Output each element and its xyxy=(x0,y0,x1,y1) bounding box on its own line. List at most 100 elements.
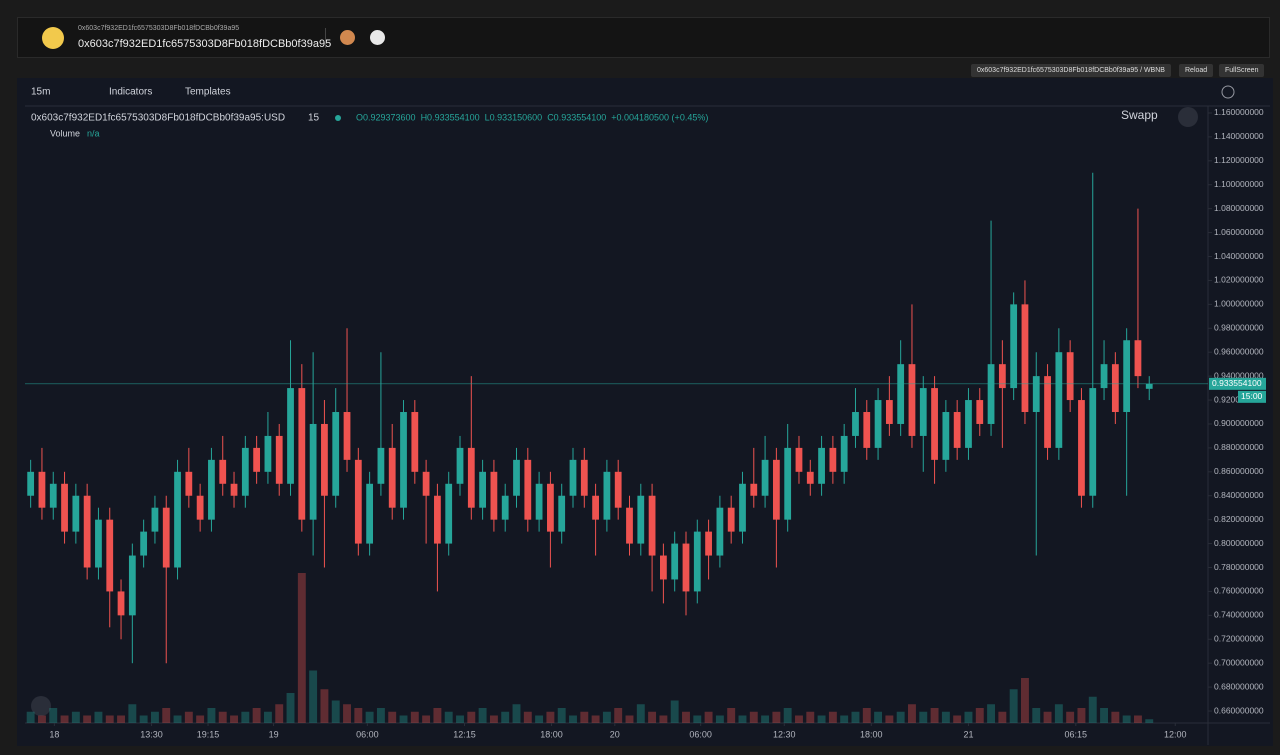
volume-bar xyxy=(354,708,363,723)
last-price-label: 0.933554100 xyxy=(1212,378,1262,388)
candle-body xyxy=(140,531,148,556)
volume-bar xyxy=(105,715,114,723)
volume-bar xyxy=(410,711,419,723)
candle-body xyxy=(422,471,430,496)
volume-bar xyxy=(523,711,532,723)
y-tick-label: 0.880000000 xyxy=(1214,442,1264,452)
candle-body xyxy=(366,483,374,544)
candle-body xyxy=(1089,388,1097,496)
pancake-icon[interactable] xyxy=(340,30,355,45)
candle-body xyxy=(1134,340,1142,377)
settings-icon[interactable] xyxy=(1221,85,1235,99)
chart: 15m Indicators Templates 0x603c7f932ED1f… xyxy=(17,78,1273,746)
volume-bar xyxy=(862,708,871,723)
y-tick-label: 0.980000000 xyxy=(1214,323,1264,333)
volume-bar xyxy=(941,711,950,723)
volume-bar xyxy=(908,704,916,723)
candle-body xyxy=(614,471,622,508)
volume-bar xyxy=(772,711,781,723)
reload-button[interactable]: Reload xyxy=(1179,64,1214,77)
volume-bar xyxy=(1066,711,1075,723)
symbol-interval: 15 xyxy=(308,113,320,124)
x-tick-label: 18:00 xyxy=(860,729,883,739)
address[interactable]: 0x603c7f932ED1fc6575303D8Fb018fDCBb0f39a… xyxy=(78,38,332,50)
fullscreen-button[interactable]: FullScreen xyxy=(1219,64,1265,77)
candle-body xyxy=(275,435,283,484)
candle-body xyxy=(648,495,656,556)
volume-bar xyxy=(399,715,408,723)
volume-bar xyxy=(557,708,566,723)
volume-bar xyxy=(184,711,193,723)
candle-body xyxy=(343,412,351,460)
candle-body xyxy=(321,423,328,496)
volume-bar xyxy=(489,715,498,723)
volume-bar xyxy=(128,704,137,723)
candle-body xyxy=(965,400,972,448)
y-tick-label: 0.900000000 xyxy=(1214,418,1264,428)
indicators-button[interactable]: Indicators xyxy=(109,87,152,98)
ohlc-value: O0.929373600 xyxy=(356,112,416,122)
volume-bar xyxy=(636,704,645,723)
candle-body xyxy=(535,483,543,520)
volume-bar xyxy=(433,708,442,723)
volume-bar xyxy=(275,704,284,723)
candle-body xyxy=(490,471,498,520)
volume-bar xyxy=(1111,711,1120,723)
volume-bar xyxy=(444,711,453,723)
dex-icon[interactable] xyxy=(370,30,385,45)
volume-bar xyxy=(26,711,35,723)
pair-button[interactable]: 0x603c7f932ED1fc6575303D8Fb018fDCBb0f39a… xyxy=(971,64,1171,77)
volume-bar xyxy=(286,693,295,723)
candle-body xyxy=(445,483,453,544)
candle-body xyxy=(705,531,712,556)
y-tick-label: 0.680000000 xyxy=(1214,681,1264,691)
volume-bar xyxy=(388,711,397,723)
volume-bar xyxy=(614,708,623,723)
candle-body xyxy=(919,388,927,436)
candle-body xyxy=(818,447,825,484)
candle-body xyxy=(885,400,893,424)
candle-body xyxy=(626,507,633,544)
volume-bar xyxy=(975,708,984,723)
volume-bar xyxy=(263,711,272,723)
volume-bar xyxy=(715,715,724,723)
candle-body xyxy=(795,447,803,472)
candle-body xyxy=(38,471,46,508)
x-tick-label: 12:15 xyxy=(453,729,476,739)
volume-bar xyxy=(659,715,668,723)
templates-button[interactable]: Templates xyxy=(185,87,231,98)
volume-bar xyxy=(625,715,634,723)
volume-bar xyxy=(1145,719,1154,723)
volume-bar xyxy=(173,715,182,723)
volume-bar xyxy=(230,715,238,723)
volume-bar xyxy=(591,715,600,723)
candle-body xyxy=(208,459,215,520)
volume-bar xyxy=(930,708,939,723)
volume-bar xyxy=(682,711,690,723)
candle-body xyxy=(547,483,554,532)
candle-body xyxy=(1032,376,1040,413)
address-small: 0x603c7f932ED1fc6575303D8Fb018fDCBb0f39a… xyxy=(78,25,240,32)
volume-bar xyxy=(817,715,826,723)
candle-body xyxy=(467,447,475,508)
candle-body xyxy=(693,531,701,592)
volume-bar xyxy=(49,708,58,723)
candle-body xyxy=(151,507,159,532)
x-tick-label: 18:00 xyxy=(540,729,563,739)
x-tick-label: 06:15 xyxy=(1065,729,1088,739)
volume-bar xyxy=(1133,715,1142,723)
interval-button[interactable]: 15m xyxy=(31,87,50,98)
volume-bar xyxy=(162,708,171,723)
y-tick-label: 0.760000000 xyxy=(1214,586,1264,596)
x-tick-label: 13:30 xyxy=(140,729,163,739)
volume-bar xyxy=(840,715,849,723)
candle-body xyxy=(806,471,814,484)
volume-bar xyxy=(117,715,125,723)
y-tick-label: 1.080000000 xyxy=(1214,203,1264,213)
candle-body xyxy=(840,435,848,472)
y-tick-label: 1.000000000 xyxy=(1214,299,1264,309)
volume-bar xyxy=(365,711,374,723)
telegram-icon[interactable] xyxy=(1178,107,1198,127)
candle-body xyxy=(95,519,102,568)
